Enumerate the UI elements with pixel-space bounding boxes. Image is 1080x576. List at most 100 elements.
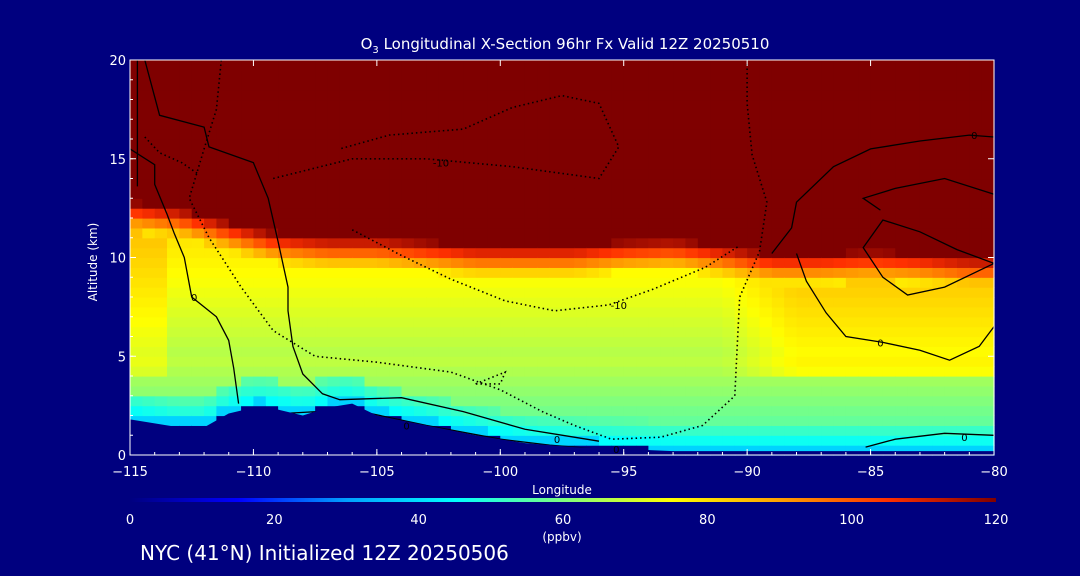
field-cell [290,277,304,288]
field-cell [882,109,896,120]
colorbar-tick-label: 80 [699,513,716,528]
field-cell [697,267,711,278]
field-cell [241,139,255,150]
field-cell [401,168,415,180]
field-cell [981,445,995,456]
field-cell [919,129,933,140]
field-cell [845,139,859,150]
field-cell [845,218,859,229]
field-cell [685,356,699,367]
field-cell [845,346,859,357]
field-cell [438,247,452,259]
field-cell [487,356,501,367]
field-cell [956,237,970,249]
field-cell [228,336,242,347]
field-cell [352,376,366,387]
field-cell [895,198,909,209]
field-cell [130,178,143,189]
field-cell [623,178,637,189]
field-cell [636,218,649,229]
field-cell [302,257,316,268]
contour-line-solid [865,432,995,448]
field-cell [907,79,921,91]
field-cell [413,297,427,308]
field-cell [969,385,983,397]
field-cell [796,415,810,426]
field-cell [870,129,884,140]
field-cell [216,376,230,387]
field-cell [919,148,933,160]
field-cell [512,89,526,101]
field-cell [228,139,242,150]
field-cell [623,366,637,377]
field-cell [734,89,748,101]
field-cell [919,247,933,259]
field-cell [401,405,415,417]
field-cell [475,326,489,338]
field-cell [734,158,748,170]
field-cell [611,306,625,318]
contour-label: 0 [961,433,967,444]
field-cell [500,277,514,288]
field-cell [364,198,378,209]
field-cell [648,366,662,377]
field-cell [216,99,230,110]
field-cell [944,356,958,367]
field-cell [179,109,193,120]
field-cell [796,425,810,436]
field-cell [623,119,637,130]
field-cell [401,227,415,239]
field-cell [685,366,699,377]
field-cell [882,445,896,456]
field-cell [204,99,217,110]
field-cell [586,346,600,357]
field-cell [611,208,625,219]
field-cell [586,178,600,189]
field-cell [216,218,230,229]
field-cell [956,306,970,318]
x-tick-label: −115 [112,465,148,480]
field-cell [623,267,637,278]
field-cell [919,356,933,367]
field-cell [697,297,711,308]
field-cell [697,89,711,101]
field-cell [278,356,292,367]
field-cell [130,395,143,407]
field-cell [599,356,612,367]
field-cell [932,326,946,338]
field-cell [302,158,316,170]
field-cell [339,158,353,170]
field-cell [130,79,143,91]
field-cell [524,435,538,446]
field-cell [833,277,847,288]
field-cell [463,356,477,367]
field-cell [845,237,859,249]
field-cell [401,346,415,357]
field-cell [142,237,156,249]
field-cell [771,277,785,288]
field-cell [586,109,600,120]
field-cell [574,178,588,189]
field-cell [562,178,575,189]
field-cell [413,148,427,160]
field-cell [697,306,711,318]
field-cell [845,316,859,328]
field-cell [278,336,292,347]
field-cell [660,385,674,397]
field-cell [142,376,156,387]
field-cell [549,435,563,446]
field-cell [413,69,427,81]
field-cell [549,208,563,219]
field-cell [734,346,748,357]
field-cell [956,405,970,417]
field-cell [710,247,724,259]
field-cell [722,119,736,130]
field-cell [623,425,637,436]
field-cell [241,79,255,91]
field-cell [574,119,588,130]
field-cell [265,119,279,130]
field-cell [562,198,575,209]
field-cell [154,69,168,81]
field-cell [228,218,242,229]
field-cell [697,316,711,328]
